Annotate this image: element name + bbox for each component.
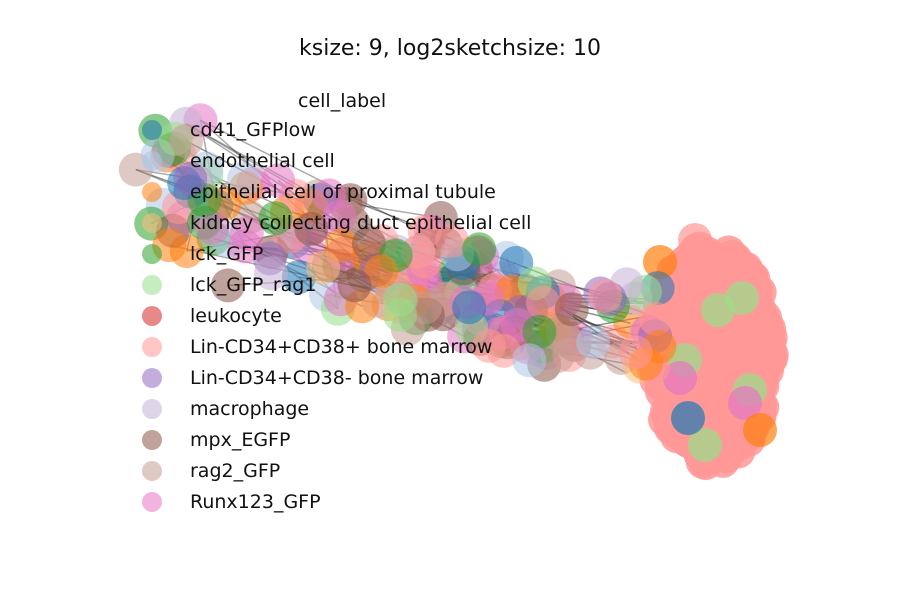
network-node: [643, 245, 677, 279]
legend: cell_label cd41_GFPlow endothelial cell …: [136, 88, 531, 517]
legend-label: mpx_EGFP: [190, 428, 291, 451]
network-node: [364, 254, 399, 289]
legend-label: lck_GFP: [190, 242, 264, 265]
legend-swatch: [142, 305, 162, 326]
network-node: [728, 386, 762, 420]
network-node: [638, 301, 673, 336]
network-node: [227, 162, 261, 196]
nodes-layer: [118, 103, 789, 481]
network-node: [195, 211, 230, 245]
legend-swatch: [142, 181, 162, 202]
network-node: [210, 268, 245, 303]
legend-label: rag2_GFP: [190, 459, 281, 482]
network-node: [452, 290, 487, 325]
network-node: [701, 293, 735, 327]
network-node: [729, 346, 764, 381]
network-node: [588, 278, 623, 313]
network-node: [294, 211, 329, 246]
network-node: [435, 223, 469, 258]
legend-item-cd41-gfplow: cd41_GFPlow: [136, 114, 531, 145]
network-node: [306, 250, 341, 285]
legend-label: kidney collecting duct epithelial cell: [190, 211, 532, 234]
network-node: [526, 285, 560, 320]
legend-swatch: [142, 274, 162, 295]
legend-label: Runx123_GFP: [190, 490, 321, 513]
legend-label: Lin-CD34+CD38- bone marrow: [190, 366, 484, 389]
legend-item-mpx-egfp: mpx_EGFP: [136, 424, 531, 455]
legend-swatch: [142, 119, 162, 140]
legend-label: macrophage: [190, 397, 310, 420]
network-node: [554, 292, 589, 327]
legend-swatch: [142, 491, 162, 512]
legend-item-leukocyte: leukocyte: [136, 300, 531, 331]
network-node: [522, 314, 557, 349]
network-node: [512, 343, 547, 378]
legend-label: leukocyte: [190, 304, 282, 327]
network-node: [696, 250, 731, 285]
network-node: [540, 339, 575, 374]
network-node: [383, 298, 417, 332]
chart-title: ksize: 9, log2sketchsize: 10: [299, 36, 601, 61]
legend-swatch: [142, 367, 162, 388]
legend-label: epithelial cell of proximal tubule: [190, 180, 496, 203]
network-node: [671, 401, 705, 435]
legend-item-runx123-gfp: Runx123_GFP: [136, 486, 531, 517]
legend-item-kidney-collecting-duct: kidney collecting duct epithelial cell: [136, 207, 531, 238]
network-node: [337, 268, 372, 303]
legend-item-lck-gfp-rag1: lck_GFP_rag1: [136, 269, 531, 300]
network-node: [471, 328, 506, 363]
legend-item-lin-cd34-cd38-plus: Lin-CD34+CD38+ bone marrow: [136, 331, 531, 362]
network-node: [312, 178, 347, 213]
network-node: [462, 232, 497, 267]
legend-swatch: [142, 398, 162, 419]
network-node: [678, 223, 712, 257]
legend-item-rag2-gfp: rag2_GFP: [136, 455, 531, 486]
legend-rows: cd41_GFPlow endothelial cell epithelial …: [136, 114, 531, 517]
legend-label: cd41_GFPlow: [190, 118, 316, 141]
legend-title: cell_label: [298, 90, 387, 112]
network-node: [576, 325, 611, 360]
legend-label: Lin-CD34+CD38+ bone marrow: [190, 335, 493, 358]
network-node: [169, 123, 204, 158]
legend-swatch: [142, 150, 162, 171]
network-node: [688, 428, 722, 462]
legend-item-endothelial-cell: endothelial cell: [136, 145, 531, 176]
legend-swatch: [142, 243, 162, 264]
legend-label: lck_GFP_rag1: [190, 273, 317, 296]
legend-swatch: [142, 460, 162, 481]
network-node: [173, 161, 208, 196]
network-node: [351, 226, 386, 261]
legend-swatch: [142, 429, 162, 450]
network-node: [258, 201, 293, 236]
network-node: [261, 163, 296, 198]
legend-label: endothelial cell: [190, 149, 335, 172]
network-node: [696, 378, 731, 413]
legend-swatch: [142, 336, 162, 357]
legend-item-epithelial-proximal-tubule: epithelial cell of proximal tubule: [136, 176, 531, 207]
network-node: [743, 413, 777, 447]
network-node: [254, 256, 289, 291]
legend-item-lin-cd34-cd38-minus: Lin-CD34+CD38- bone marrow: [136, 362, 531, 393]
network-node: [618, 335, 653, 370]
network-node: [227, 229, 262, 264]
legend-item-macrophage: macrophage: [136, 393, 531, 424]
network-node: [663, 361, 697, 395]
legend-swatch: [142, 212, 162, 233]
legend-item-lck-gfp: lck_GFP: [136, 238, 531, 269]
network-node: [678, 274, 713, 309]
